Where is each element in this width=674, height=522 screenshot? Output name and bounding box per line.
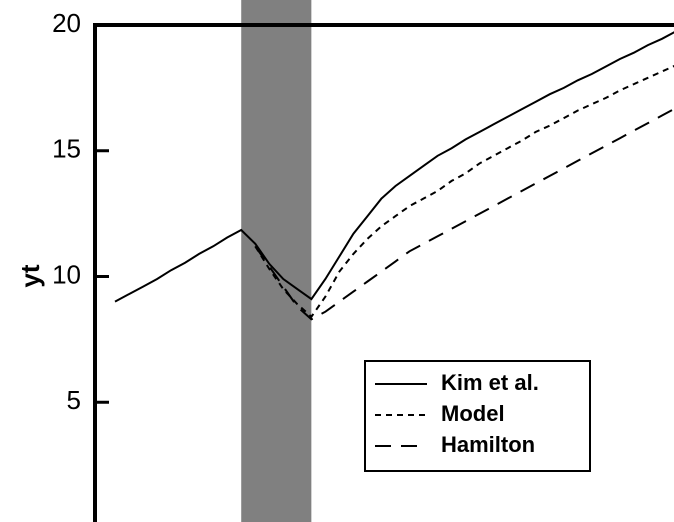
y-tick-label: 15 bbox=[52, 134, 81, 164]
y-tick-label: 5 bbox=[67, 385, 81, 415]
shaded-region bbox=[241, 0, 312, 522]
legend: Kim et al. Model Hamilton bbox=[364, 360, 591, 472]
series-line-model bbox=[254, 65, 674, 319]
legend-label: Model bbox=[441, 401, 505, 426]
y-axis-label: yt bbox=[15, 264, 45, 287]
legend-label: Kim et al. bbox=[441, 370, 539, 395]
series-line-hamilton bbox=[254, 107, 674, 321]
y-tick-label: 20 bbox=[52, 8, 81, 38]
series-line-kim-et-al bbox=[114, 31, 674, 303]
legend-label: Hamilton bbox=[441, 432, 535, 457]
y-tick-label: 10 bbox=[52, 259, 81, 289]
legend-box bbox=[364, 360, 591, 472]
